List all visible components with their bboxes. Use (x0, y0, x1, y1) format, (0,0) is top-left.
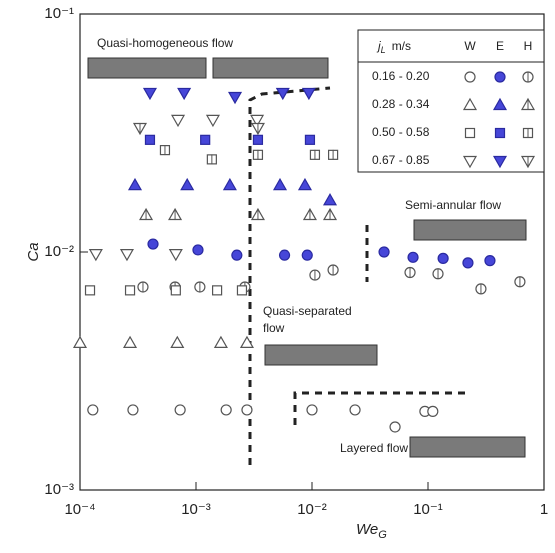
boundary (293, 391, 470, 425)
data-point (349, 404, 361, 416)
annotation: Semi-annular flow (405, 198, 501, 212)
data-point (123, 335, 138, 349)
photo (87, 57, 207, 79)
data-point (72, 335, 88, 349)
data-point (427, 405, 439, 417)
legend-row-label: 0.67 - 0.85 (372, 153, 430, 167)
photo (212, 57, 329, 79)
data-point (127, 177, 143, 191)
photo (413, 219, 527, 241)
data-point (200, 134, 211, 145)
data-point (174, 404, 186, 416)
data-point (301, 87, 316, 101)
data-point (275, 87, 290, 101)
x-tick-label: 10⁻⁴ (64, 501, 95, 518)
data-point (127, 404, 139, 416)
x-tick-label: 10⁻³ (181, 501, 211, 518)
data-point (407, 251, 419, 263)
data-point (119, 248, 134, 262)
legend-marker (492, 155, 508, 169)
data-point (322, 193, 338, 206)
photo (264, 344, 378, 366)
data-point (227, 91, 243, 105)
data-point (205, 114, 220, 128)
legend-column: E (496, 39, 504, 53)
legend-title: jL m/s (376, 39, 411, 55)
legend-marker (464, 127, 476, 139)
y-tick-label: 10⁻² (44, 243, 74, 260)
legend-marker (464, 71, 476, 83)
data-point (437, 252, 449, 264)
data-point (301, 249, 313, 261)
legend-marker (494, 127, 506, 139)
legend-row-label: 0.50 - 0.58 (372, 125, 430, 139)
legend-row-label: 0.16 - 0.20 (372, 69, 430, 83)
data-point (170, 335, 185, 349)
annotation: flow (263, 321, 285, 335)
data-point (211, 285, 223, 296)
data-point (304, 134, 316, 145)
x-tick-label: 10⁻² (297, 501, 327, 518)
data-point (177, 87, 192, 101)
legend-marker (462, 97, 478, 111)
data-point (241, 404, 253, 416)
data-point (142, 87, 157, 101)
data-point (252, 134, 264, 145)
data-point (250, 114, 265, 128)
legend-box (357, 29, 545, 173)
legend-row-label: 0.28 - 0.34 (372, 97, 430, 111)
x-axis-label: WeG (356, 521, 387, 541)
legend-marker (494, 71, 506, 83)
data-point (124, 285, 136, 296)
photo (409, 436, 526, 458)
data-point (147, 238, 159, 250)
x-tick-label: 1 (540, 501, 548, 518)
data-point (306, 404, 318, 416)
regime-boundaries (248, 86, 470, 465)
data-point (239, 335, 254, 349)
data-point (484, 255, 496, 267)
legend-title-unit: m/s (392, 39, 411, 53)
legend-title-sub: L (381, 45, 386, 55)
legend-title-main: j (376, 39, 381, 53)
data-point (213, 335, 228, 349)
data-point (462, 257, 474, 269)
y-tick-label: 10⁻¹ (44, 5, 74, 22)
data-point (220, 404, 232, 416)
legend-marker (462, 155, 478, 169)
data-point (231, 249, 243, 261)
annotation: Quasi-homogeneous flow (97, 36, 233, 50)
y-axis-label: Ca (25, 242, 42, 261)
annotation: Quasi-separated (263, 304, 352, 318)
data-point (170, 114, 186, 128)
data-point (389, 421, 401, 433)
regime-photos (87, 57, 527, 458)
data-point (236, 285, 248, 296)
data-point (278, 249, 291, 261)
data-point (88, 248, 103, 262)
data-point (297, 177, 313, 191)
x-label-main: We (356, 521, 378, 538)
data-point (378, 246, 390, 258)
y-tick-label: 10⁻³ (44, 481, 74, 498)
data-point (272, 177, 288, 191)
legend-column: W (464, 39, 476, 53)
data-point (87, 404, 99, 416)
data-point (84, 285, 96, 296)
data-point (168, 248, 183, 262)
data-point (144, 134, 156, 145)
boundary (248, 86, 331, 465)
data-point (192, 244, 204, 256)
data-point (180, 177, 195, 191)
x-label-sub: G (378, 529, 387, 541)
annotation: Layered flow (340, 441, 408, 455)
data-point (222, 177, 237, 191)
data-point (170, 285, 181, 296)
legend-marker (492, 97, 508, 111)
legend-column: H (524, 39, 533, 53)
x-tick-label: 10⁻¹ (413, 501, 443, 518)
